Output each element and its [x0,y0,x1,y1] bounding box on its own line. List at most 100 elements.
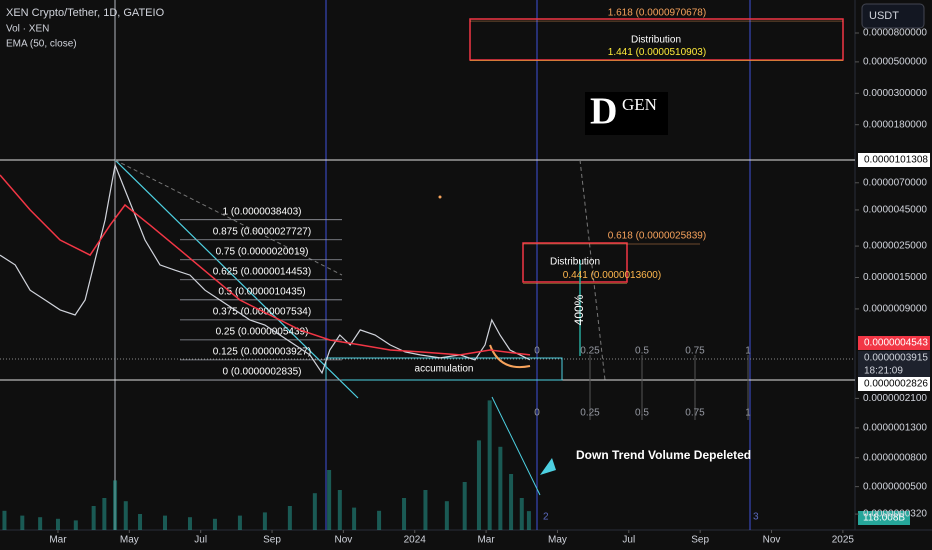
accumulation-box [325,357,563,381]
volume-bar [327,470,332,530]
accumulation-label: accumulation [415,364,474,375]
fib-label: 0.5 (0.0000010435) [218,286,305,297]
y-tick-label: 0.0000000800 [863,452,927,463]
y-tick-label: 0.0000002100 [863,393,927,404]
volume-bar [287,506,292,530]
volume-bar [262,512,267,530]
volume-note: Down Trend Volume Depeleted [576,448,751,462]
fib-label: 0.441 (0.0000013600) [563,270,661,281]
curve [489,344,531,368]
fib-label: 1.441 (0.0000510903) [608,47,706,58]
x-tick-label: 2024 [404,535,427,546]
volume-bar [123,501,128,530]
time-zone-label: 0 [534,408,540,419]
volume-bar [498,446,503,530]
volume-bar [163,515,168,530]
distribution-box [469,18,844,61]
distribution-label: Distribution [631,35,681,46]
distribution-box [522,242,628,283]
volume-bar [38,517,43,530]
x-tick-label: Sep [263,535,281,546]
fib-label: 0.625 (0.0000014453) [213,266,311,277]
volume-bar [237,515,242,530]
countdown-label: 18:21:09 [864,366,903,377]
trend-line [114,159,359,399]
volume-bar [55,518,60,530]
time-zone-lines [589,355,749,420]
y-tick-label: 0.0000800000 [863,28,927,39]
fib-label: 1 (0.0000038403) [223,206,302,217]
volume-bar [20,515,25,530]
volume-bar [377,510,382,530]
time-zone-label: 0.5 [635,408,649,419]
currency-label: USDT [869,10,899,22]
volume-bar [423,490,428,530]
indicator-label: Vol · XEN [6,24,49,35]
volume-bar [2,510,7,530]
volume-bar [487,400,492,530]
x-tick-label: 2025 [832,535,855,546]
dot [438,195,442,199]
volume-label: 118.008B [863,513,905,524]
price-label: 0.0000101308 [864,155,928,166]
time-zone-label: 0.25 [580,346,600,357]
fib-label: 0.75 (0.0000020019) [216,246,309,257]
y-tick-label: 0.0000000320 [863,509,927,520]
volume-bar [91,506,96,530]
volume-bar [73,520,78,530]
volume-bar [337,490,342,530]
time-zone-label: 0.75 [685,346,705,357]
price-line [0,162,531,375]
volume-bar [509,474,514,530]
chart-title: XEN Crypto/Tether, 1D, GATEIO [6,7,165,19]
price-label: 0.0000004543 [864,338,928,349]
price-label: 0.0000002826 [864,379,928,390]
volume-bar [352,507,357,530]
arrow [540,458,556,475]
volume-bar [113,480,118,530]
distribution-label: Distribution [550,257,600,268]
volume-label-box [858,511,910,525]
x-tick-label: Mar [49,535,67,546]
volume-bar [187,517,192,530]
indicator-label: EMA (50, close) [6,39,77,50]
volume-bar [462,482,467,530]
volume-trend [491,396,541,496]
fib-label: 0 (0.0000002835) [223,367,302,378]
fib-label: 0.618 (0.0000025839) [608,231,706,242]
trend-line [579,159,606,381]
x-tick-label: Jul [622,535,635,546]
volume-bar [519,498,524,530]
volume-bar [526,511,531,530]
currency-button[interactable] [861,3,925,29]
x-tick-label: Jul [194,535,207,546]
y-tick-label: 0.0000070000 [863,177,927,188]
x-tick-label: Nov [763,535,781,546]
y-tick-label: 0.0000045000 [863,205,927,216]
y-tick-label: 0.0000180000 [863,119,927,130]
time-zone-label: 0.25 [580,408,600,419]
x-tick-label: May [120,535,139,546]
price-label-box [858,153,930,167]
price-label-box [858,336,930,350]
logo-text: GEN [622,95,657,114]
volume-bar [476,440,481,530]
logo [585,92,668,135]
volume-bar [212,518,217,530]
y-tick-label: 0.0000001300 [863,423,927,434]
trend-line [114,159,343,276]
volume-bar [402,498,407,530]
volume-bar [312,493,317,530]
volume-bar [102,498,107,530]
fib-label: 0.25 (0.0000005439) [216,327,309,338]
x-tick-label: Sep [691,535,709,546]
time-zone-label: 0 [534,346,540,357]
x-tick-label: May [548,535,567,546]
zone-number: 2 [543,512,549,523]
price-label-box [858,351,930,378]
zone-number: 3 [753,512,759,523]
ema-line [0,174,531,356]
price-label-box [858,377,930,391]
